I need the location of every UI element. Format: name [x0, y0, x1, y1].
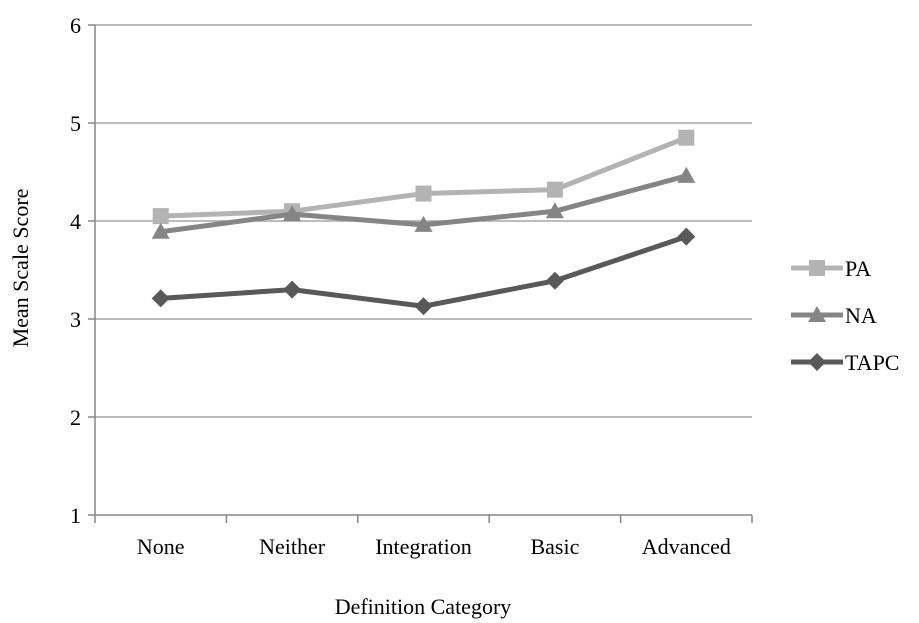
x-tick-label-advanced: Advanced: [642, 534, 731, 559]
series-na: [151, 166, 696, 239]
series-tapc: [151, 227, 696, 316]
x-axis-label: Definition Category: [335, 594, 512, 619]
point-tapc-integration: [414, 297, 433, 316]
point-na-integration: [414, 215, 433, 232]
legend-label-tapc: TAPC: [845, 350, 899, 375]
y-tick-label-4: 4: [70, 209, 81, 234]
point-tapc-none: [151, 289, 170, 308]
legend-marker-tapc: [808, 353, 826, 371]
x-tick-label-integration: Integration: [375, 534, 472, 559]
axes: [88, 24, 753, 523]
legend-marker-pa: [809, 260, 825, 276]
point-na-advanced: [677, 166, 696, 183]
legend-item-na: NA: [791, 303, 877, 328]
point-pa-integration: [415, 185, 432, 202]
point-na-basic: [545, 202, 564, 219]
point-tapc-advanced: [677, 227, 696, 246]
x-tick-label-neither: Neither: [259, 534, 326, 559]
point-tapc-neither: [283, 280, 302, 299]
series-line-tapc: [160, 234, 688, 309]
legend-marker-na: [808, 306, 826, 322]
legend-label-na: NA: [845, 303, 877, 328]
point-na-neither: [283, 205, 302, 222]
x-tick-labels: None Neither Integration Basic Advanced: [137, 534, 731, 559]
series-group: [151, 129, 696, 316]
series-pa: [152, 129, 695, 225]
point-pa-basic: [546, 181, 563, 198]
legend: PA NA TAPC: [791, 256, 899, 375]
y-tick-labels: 1 2 3 4 5 6: [70, 13, 81, 528]
y-tick-label-2: 2: [70, 405, 81, 430]
legend-label-pa: PA: [845, 256, 871, 281]
point-pa-advanced: [678, 129, 695, 146]
y-tick-label-5: 5: [70, 111, 81, 136]
y-tick-label-1: 1: [70, 503, 81, 528]
legend-item-tapc: TAPC: [791, 350, 899, 375]
y-tick-label-3: 3: [70, 307, 81, 332]
y-tick-label-6: 6: [70, 13, 81, 38]
y-axis-label: Mean Scale Score: [8, 189, 33, 348]
x-tick-label-none: None: [137, 534, 185, 559]
point-tapc-basic: [545, 271, 564, 290]
series-line-pa: [160, 135, 688, 219]
point-na-none: [151, 222, 170, 239]
point-pa-none: [152, 208, 169, 225]
x-tick-label-basic: Basic: [530, 534, 579, 559]
legend-item-pa: PA: [791, 256, 871, 281]
